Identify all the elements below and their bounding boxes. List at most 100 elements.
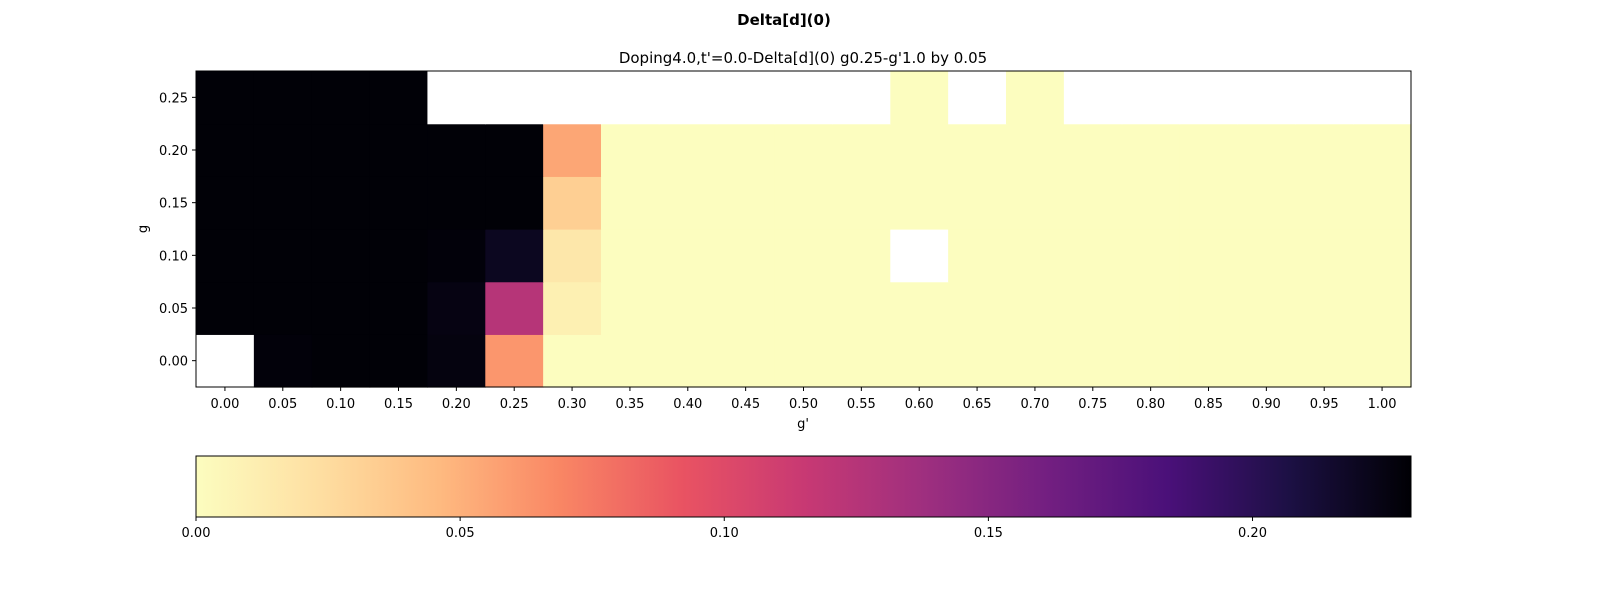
x-tick-label: 0.10 bbox=[326, 397, 355, 412]
chart-title: Doping4.0,t'=0.0-Delta[d](0) g0.25-g'1.0… bbox=[619, 49, 987, 67]
heatmap-cell bbox=[1006, 176, 1065, 230]
heatmap-cell bbox=[427, 123, 486, 177]
heatmap-cells bbox=[196, 71, 1412, 388]
heatmap-cell bbox=[369, 176, 429, 230]
heatmap-cell bbox=[601, 176, 660, 230]
heatmap-cell bbox=[543, 281, 602, 335]
heatmap-cell bbox=[658, 334, 718, 388]
heatmap-cell bbox=[948, 71, 1007, 125]
x-tick-label: 0.65 bbox=[963, 397, 992, 412]
heatmap-cell bbox=[485, 229, 544, 283]
heatmap-cell bbox=[485, 281, 544, 335]
heatmap-cell bbox=[427, 176, 486, 230]
x-tick-label: 0.20 bbox=[442, 397, 471, 412]
heatmap-cell bbox=[658, 176, 718, 230]
y-tick-label: 0.20 bbox=[159, 144, 188, 159]
heatmap-cell bbox=[543, 176, 602, 230]
heatmap-cell bbox=[658, 71, 718, 125]
heatmap-cell bbox=[1295, 229, 1354, 283]
heatmap-cell bbox=[832, 281, 891, 335]
heatmap-cell bbox=[1353, 71, 1412, 125]
heatmap-cell bbox=[716, 71, 776, 125]
y-tick-label: 0.25 bbox=[159, 91, 188, 106]
colorbar-tick-label: 0.00 bbox=[182, 526, 211, 541]
heatmap-cell bbox=[890, 281, 949, 335]
heatmap-cell bbox=[1006, 281, 1065, 335]
heatmap-cell bbox=[1353, 281, 1412, 335]
colorbar-tick-label: 0.05 bbox=[446, 526, 475, 541]
heatmap-cell bbox=[658, 229, 718, 283]
heatmap-cell bbox=[774, 229, 834, 283]
y-tick-label: 0.00 bbox=[159, 355, 188, 370]
heatmap-cell bbox=[369, 123, 429, 177]
heatmap-cell bbox=[253, 229, 313, 283]
x-tick-label: 0.75 bbox=[1078, 397, 1107, 412]
heatmap-cell bbox=[485, 123, 544, 177]
colorbar-tick-label: 0.10 bbox=[710, 526, 739, 541]
heatmap-cell bbox=[948, 334, 1007, 388]
colorbar-ticks: 0.00 0.05 0.10 0.15 0.20 bbox=[182, 517, 1267, 541]
heatmap-cell bbox=[832, 229, 891, 283]
heatmap-cell bbox=[311, 71, 371, 125]
heatmap-cell bbox=[1063, 281, 1123, 335]
heatmap-cell bbox=[1295, 176, 1354, 230]
x-axis-label: g' bbox=[797, 417, 809, 432]
heatmap-cell bbox=[196, 281, 255, 335]
heatmap-cell bbox=[485, 334, 544, 388]
heatmap-cell bbox=[253, 334, 313, 388]
heatmap-cell bbox=[890, 123, 949, 177]
heatmap-cell bbox=[311, 334, 371, 388]
x-tick-label: 0.70 bbox=[1020, 397, 1049, 412]
x-tick-label: 0.55 bbox=[847, 397, 876, 412]
heatmap-cell bbox=[485, 71, 544, 125]
heatmap-cell bbox=[716, 229, 776, 283]
y-axis-ticks: 0.00 0.05 0.10 0.15 0.20 0.25 bbox=[159, 91, 196, 370]
heatmap-cell bbox=[427, 71, 486, 125]
heatmap-cell bbox=[1179, 229, 1239, 283]
heatmap-cell bbox=[543, 334, 602, 388]
heatmap-cell bbox=[1353, 123, 1412, 177]
x-tick-label: 0.30 bbox=[558, 397, 587, 412]
heatmap-cell bbox=[427, 229, 486, 283]
heatmap-cell bbox=[1295, 334, 1354, 388]
heatmap-cell bbox=[196, 176, 255, 230]
heatmap-cell bbox=[716, 123, 776, 177]
x-tick-label: 0.90 bbox=[1252, 397, 1281, 412]
heatmap-cell bbox=[832, 71, 891, 125]
heatmap-cell bbox=[774, 176, 834, 230]
heatmap-cell bbox=[543, 71, 602, 125]
x-axis-ticks: 0.00 0.05 0.10 0.15 0.20 0.25 0.30 0.35 0.40 0.45… bbox=[210, 387, 1397, 412]
x-tick-label: 0.05 bbox=[268, 397, 297, 412]
x-tick-label: 0.45 bbox=[731, 397, 760, 412]
heatmap-cell bbox=[1353, 334, 1412, 388]
heatmap-cell bbox=[716, 334, 776, 388]
heatmap-cell bbox=[658, 123, 718, 177]
heatmap-cell bbox=[1063, 334, 1123, 388]
heatmap-cell bbox=[1237, 229, 1296, 283]
heatmap-cell bbox=[1353, 229, 1412, 283]
y-axis-label: g bbox=[136, 225, 151, 233]
y-tick-label: 0.05 bbox=[159, 302, 188, 317]
heatmap-cell bbox=[1121, 229, 1181, 283]
heatmap-cell bbox=[311, 229, 371, 283]
heatmap-cell bbox=[658, 281, 718, 335]
x-tick-label: 1.00 bbox=[1368, 397, 1397, 412]
colorbar-tick-label: 0.15 bbox=[974, 526, 1003, 541]
heatmap-cell bbox=[1121, 123, 1181, 177]
heatmap-cell bbox=[196, 71, 255, 125]
heatmap-cell bbox=[427, 334, 486, 388]
heatmap-cell bbox=[601, 334, 660, 388]
heatmap-cell bbox=[543, 123, 602, 177]
heatmap-cell bbox=[948, 123, 1007, 177]
heatmap-cell bbox=[1063, 176, 1123, 230]
heatmap-cell bbox=[890, 334, 949, 388]
heatmap-cell bbox=[1295, 281, 1354, 335]
heatmap-cell bbox=[716, 281, 776, 335]
heatmap-cell bbox=[890, 71, 949, 125]
heatmap-cell bbox=[948, 281, 1007, 335]
heatmap-cell bbox=[1179, 176, 1239, 230]
heatmap-cell bbox=[311, 176, 371, 230]
x-tick-label: 0.15 bbox=[384, 397, 413, 412]
heatmap-cell bbox=[1179, 123, 1239, 177]
heatmap-cell bbox=[1237, 123, 1296, 177]
